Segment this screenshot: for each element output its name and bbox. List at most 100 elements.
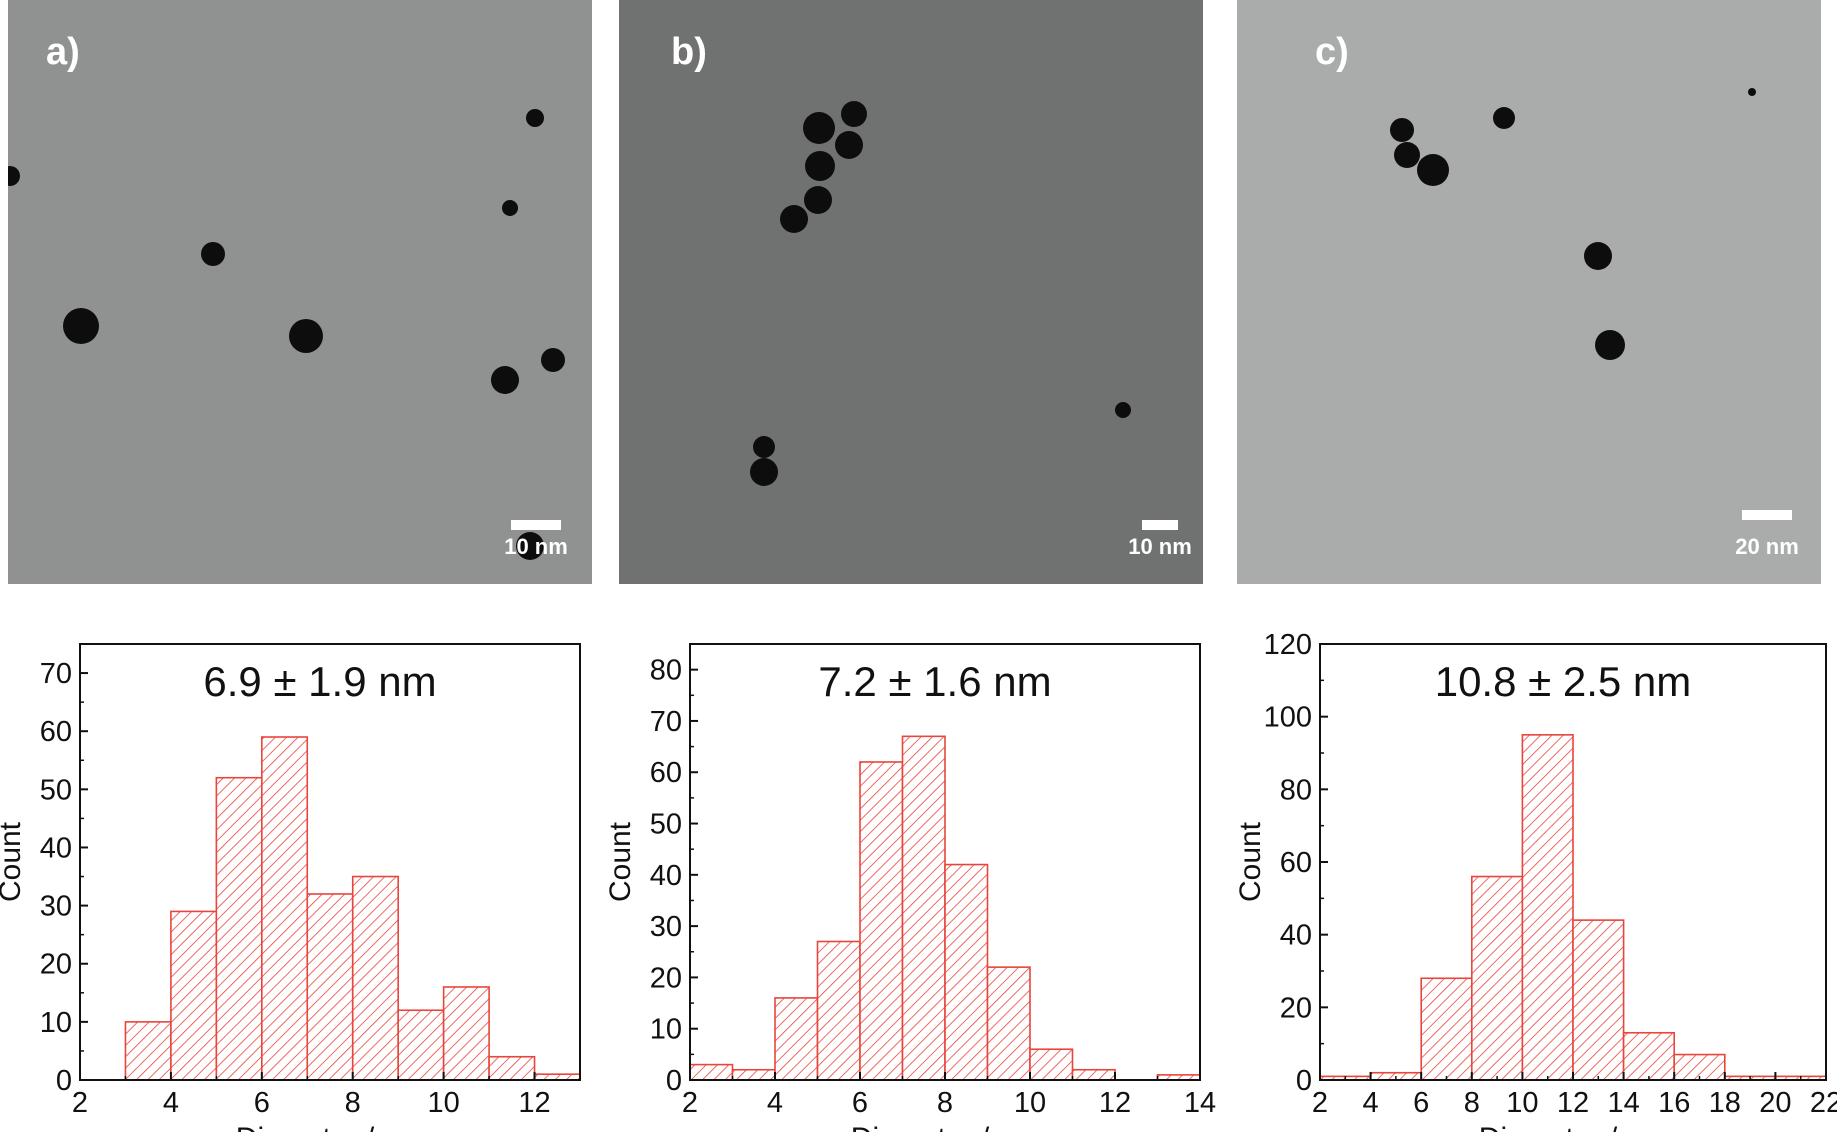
- y-tick-label: 60: [40, 716, 72, 748]
- x-tick-label: 4: [163, 1087, 179, 1119]
- y-tick-label: 40: [650, 860, 682, 892]
- histogram-bar: [397, 1009, 445, 1081]
- y-tick-label: 60: [1280, 847, 1312, 879]
- tem-background: [619, 0, 1203, 584]
- panel-label-a: a): [46, 31, 80, 73]
- histogram-bar: [442, 986, 490, 1081]
- y-tick-label: 100: [1264, 702, 1312, 734]
- tem-svg-c: c) 20 nm: [1237, 0, 1821, 584]
- x-tick-label: 14: [1607, 1087, 1639, 1119]
- histogram-bar: [124, 1021, 172, 1081]
- histogram-bar: [488, 1055, 536, 1081]
- x-tick-label: 2: [72, 1087, 88, 1119]
- y-tick-label: 60: [650, 757, 682, 789]
- y-tick-label: 20: [650, 962, 682, 994]
- y-tick-label: 80: [1280, 774, 1312, 806]
- x-tick-label: 4: [767, 1087, 783, 1119]
- x-tick-label: 16: [1658, 1087, 1690, 1119]
- y-tick-label: 0: [1296, 1065, 1312, 1097]
- panel-label-c: c): [1315, 31, 1349, 73]
- histogram-bar: [816, 940, 861, 1081]
- tem-background: [1237, 0, 1821, 584]
- tem-background: [8, 0, 592, 584]
- histogram-svg-b: 2 4 6 8 10 12 14 0 10 20 30 40 50 60 70 80 7.2 ± 1.6 nm D…: [604, 643, 1216, 1132]
- plot-frame: [79, 643, 581, 1081]
- x-tick-label: 12: [1099, 1087, 1131, 1119]
- histogram-svg-a: 2 4 6 8 10 12 0 10 20 30 40 50 60 70 6.9 ± 1.9 nm Diame…: [0, 643, 581, 1132]
- y-tick-label: 50: [40, 774, 72, 806]
- x-tick-label: 2: [682, 1087, 698, 1119]
- tem-svg-b: b) 10 nm: [619, 0, 1203, 584]
- histogram-bar: [1471, 875, 1524, 1081]
- x-tick-label: 18: [1709, 1087, 1741, 1119]
- y-axis-label: Count: [604, 821, 637, 902]
- chart-title: 10.8 ± 2.5 nm: [1435, 658, 1692, 705]
- chart-title: 6.9 ± 1.9 nm: [203, 658, 436, 705]
- y-tick-label: 120: [1264, 629, 1312, 661]
- x-tick-label: 6: [254, 1087, 270, 1119]
- y-tick-label: 70: [40, 658, 72, 690]
- nanoparticles: [1390, 88, 1756, 360]
- scale-bar-a: [511, 520, 561, 530]
- x-tick-label: 12: [1557, 1087, 1589, 1119]
- x-tick-label: 4: [1363, 1087, 1379, 1119]
- x-tick-label: 10: [428, 1087, 460, 1119]
- scale-bar-c: [1742, 510, 1792, 520]
- y-tick-label: 40: [40, 832, 72, 864]
- tem-image-a: a) 10 nm: [8, 0, 592, 584]
- y-tick-label: 20: [1280, 992, 1312, 1024]
- histogram-svg-c: 2 4 6 8 10 12 14 16 18 20 22 0 20 40 60 80 100 120 10.8 ± …: [1234, 629, 1837, 1132]
- x-tick-label: 8: [345, 1087, 361, 1119]
- histogram-bar: [170, 910, 218, 1081]
- y-tick-label: 10: [40, 1007, 72, 1039]
- y-tick-label: 10: [650, 1014, 682, 1046]
- x-tick-label: 14: [1184, 1087, 1216, 1119]
- y-tick-label: 30: [650, 911, 682, 943]
- nanoparticles: [8, 109, 565, 560]
- histogram-bar: [901, 735, 946, 1081]
- histogram-bar: [859, 761, 904, 1081]
- x-tick-label: 8: [937, 1087, 953, 1119]
- histogram-bar: [689, 1063, 734, 1081]
- y-tick-label: 70: [650, 706, 682, 738]
- histogram-bar: [1071, 1068, 1116, 1081]
- x-axis-label: Diameter / nm: [851, 1122, 1039, 1132]
- scale-bar-label-a: 10 nm: [504, 534, 568, 559]
- scale-bar-label-b: 10 nm: [1128, 534, 1192, 559]
- tem-svg-a: a) 10 nm: [8, 0, 592, 584]
- histogram-bar: [1029, 1048, 1074, 1081]
- histogram-bar: [731, 1068, 776, 1081]
- histogram-bar: [774, 997, 819, 1081]
- histogram-c: 2 4 6 8 10 12 14 16 18 20 22 0 20 40 60 80 100 120 10.8 ± …: [1218, 616, 1837, 1132]
- x-tick-label: 10: [1506, 1087, 1538, 1119]
- histogram-bar: [351, 875, 399, 1081]
- histogram-bar: [1572, 919, 1625, 1081]
- histogram-bar: [1622, 1031, 1676, 1081]
- x-tick-label: 10: [1014, 1087, 1046, 1119]
- tem-image-c: c) 20 nm: [1237, 0, 1821, 584]
- x-tick-label: 6: [852, 1087, 868, 1119]
- histogram-bar: [986, 966, 1031, 1081]
- histogram-bar: [261, 736, 309, 1081]
- histogram-bar: [306, 893, 354, 1081]
- x-axis-label: Diameter / nm: [1479, 1122, 1667, 1132]
- histogram-b: 2 4 6 8 10 12 14 0 10 20 30 40 50 60 70 80 7.2 ± 1.6 nm D…: [600, 616, 1216, 1132]
- x-tick-label: 22: [1810, 1087, 1837, 1119]
- x-axis-label: Diameter / nm: [236, 1122, 424, 1132]
- y-tick-label: 0: [56, 1065, 72, 1097]
- histogram-bar: [1673, 1053, 1726, 1081]
- y-tick-label: 0: [666, 1065, 682, 1097]
- x-tick-label: 6: [1413, 1087, 1429, 1119]
- y-tick-label: 80: [650, 655, 682, 687]
- x-tick-label: 8: [1464, 1087, 1480, 1119]
- x-tick-label: 2: [1312, 1087, 1328, 1119]
- histogram-bar: [1420, 977, 1473, 1081]
- nanoparticles: [750, 101, 1131, 486]
- tem-image-b: b) 10 nm: [619, 0, 1203, 584]
- y-tick-label: 30: [40, 891, 72, 923]
- scale-bar-b: [1142, 520, 1178, 530]
- y-axis-label: Count: [0, 821, 27, 902]
- y-axis-label: Count: [1234, 821, 1267, 902]
- chart-title: 7.2 ± 1.6 nm: [818, 658, 1051, 705]
- y-tick-label: 20: [40, 949, 72, 981]
